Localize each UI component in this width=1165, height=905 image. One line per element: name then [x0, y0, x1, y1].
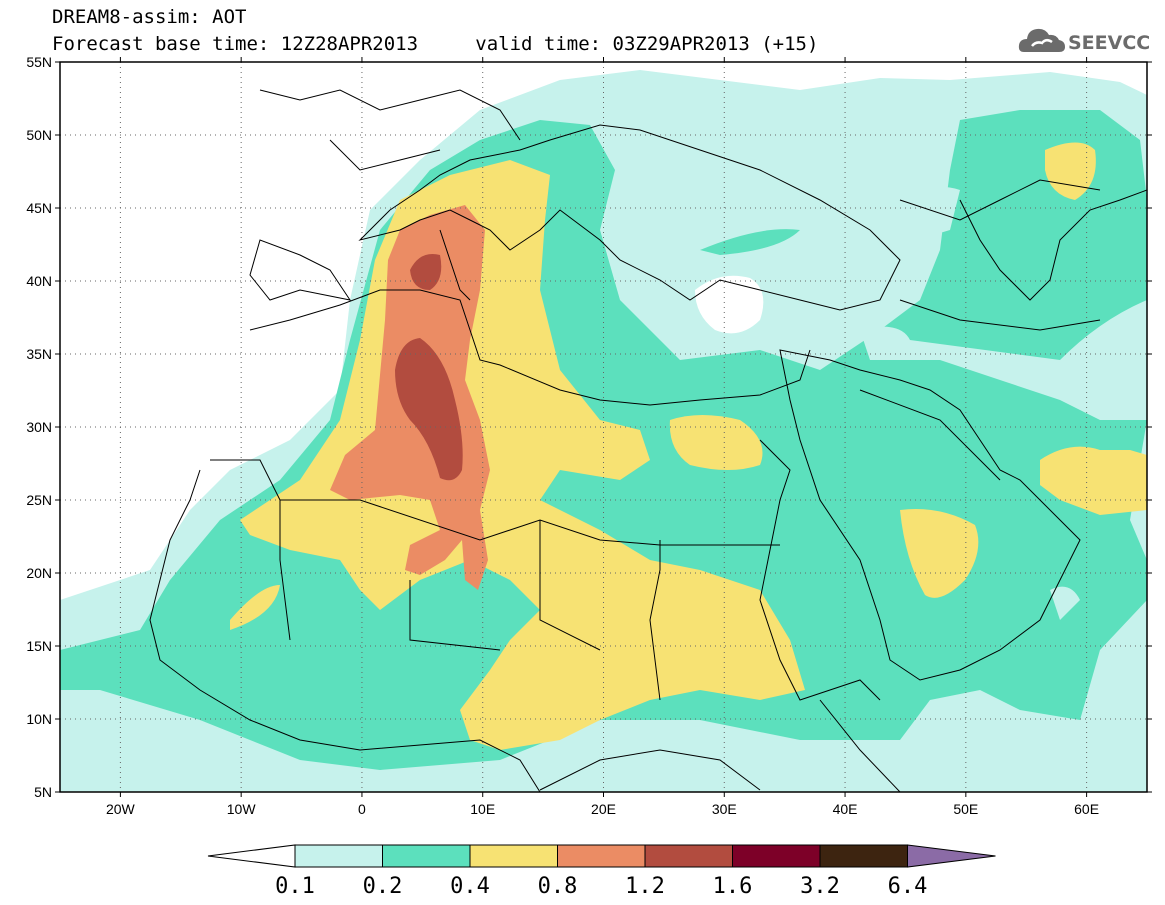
legend-box: [644, 844, 733, 868]
legend-box: [557, 844, 646, 868]
lat-tick-label: 55N: [26, 54, 52, 70]
aot-map: 55N 50N 45N 40N 35N 30N 25N 20N 15N 10N 5N 20W 10W 0…: [26, 54, 1152, 817]
lat-tick-label: 45N: [26, 200, 52, 216]
legend-label: 0.1: [275, 874, 315, 899]
legend-label: 1.6: [713, 874, 753, 899]
lon-tick-label: 10W: [227, 801, 257, 817]
legend-box: [819, 844, 908, 868]
legend-label: 0.8: [538, 874, 578, 899]
lon-tick-label: 60E: [1074, 801, 1099, 817]
legend-label: 3.2: [800, 874, 840, 899]
lat-tick-label: 50N: [26, 127, 52, 143]
tick-marks: [55, 57, 1152, 797]
aot-band-0.4-0.8: [230, 142, 1147, 750]
legend-color-boxes: [207, 844, 996, 868]
lon-tick-labels: 20W 10W 0 10E 20E 30E 40E 50E 60E: [106, 801, 1099, 817]
lon-tick-label: 50E: [953, 801, 978, 817]
lat-tick-label: 20N: [26, 565, 52, 581]
color-legend: 0.1 0.2 0.4 0.8 1.2 1.6 3.2 6.4: [207, 844, 996, 899]
seevccc-logo: SEEVCCC: [1018, 28, 1150, 54]
lat-tick-labels: 55N 50N 45N 40N 35N 30N 25N 20N 15N 10N 5N: [26, 54, 52, 800]
legend-box: [382, 844, 471, 868]
legend-label: 6.4: [888, 874, 928, 899]
aot-band-0.1-0.2-holes: [860, 186, 1147, 620]
lat-tick-label: 35N: [26, 346, 52, 362]
map-title: DREAM8-assim: AOT: [52, 6, 247, 28]
valid-time: valid time: 03Z29APR2013 (+15): [475, 33, 819, 55]
legend-box: [732, 844, 821, 868]
legend-label: 0.2: [363, 874, 403, 899]
legend-box: [294, 844, 383, 868]
gridlines: [60, 62, 1147, 792]
lat-tick-label: 30N: [26, 419, 52, 435]
lat-tick-label: 10N: [26, 711, 52, 727]
lon-tick-label: 20E: [591, 801, 616, 817]
lon-tick-label: 40E: [833, 801, 858, 817]
base-time: Forecast base time: 12Z28APR2013: [52, 33, 419, 55]
logo-text: SEEVCCC: [1068, 32, 1150, 54]
coastlines: [149, 89, 1147, 792]
lat-tick-label: 40N: [26, 273, 52, 289]
lat-tick-label: 5N: [34, 784, 52, 800]
lon-tick-label: 20W: [106, 801, 136, 817]
legend-label: 1.2: [625, 874, 665, 899]
lon-tick-label: 0: [358, 801, 366, 817]
lat-tick-label: 25N: [26, 492, 52, 508]
forecast-times: Forecast base time: 12Z28APR2013 valid t…: [52, 33, 818, 55]
lat-tick-label: 15N: [26, 638, 52, 654]
legend-labels: 0.1 0.2 0.4 0.8 1.2 1.6 3.2 6.4: [275, 874, 927, 899]
legend-label: 0.4: [450, 874, 490, 899]
legend-upper-arrow: [907, 844, 996, 868]
lon-tick-label: 10E: [470, 801, 495, 817]
lon-tick-label: 30E: [712, 801, 737, 817]
aot-band-1.2-1.6: [395, 254, 463, 481]
cloud-icon: [1018, 28, 1065, 52]
legend-box: [469, 844, 558, 868]
legend-lower-arrow: [207, 844, 296, 868]
aot-clear-areas: [60, 62, 1147, 706]
